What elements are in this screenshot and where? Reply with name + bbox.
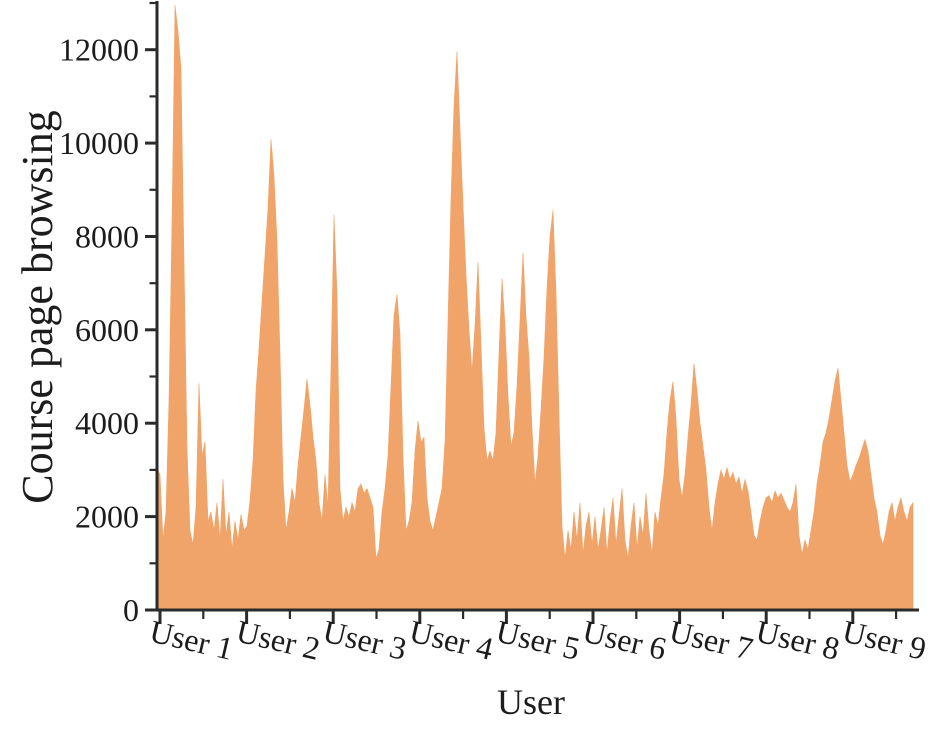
y-tick-label: 10000: [59, 125, 139, 161]
y-tick-label: 2000: [75, 499, 139, 535]
x-tick-label: User 3: [320, 613, 410, 667]
x-tick-label: User 7: [666, 613, 756, 667]
y-tick-label: 8000: [75, 219, 139, 255]
y-tick-label: 6000: [75, 312, 139, 348]
x-axis-title: User: [497, 682, 565, 722]
x-tick-label: User 1: [146, 613, 236, 667]
x-tick-label: User 8: [753, 613, 843, 667]
x-tick-label: User 5: [493, 613, 583, 667]
y-axis-title: Course page browsing: [13, 110, 62, 504]
x-tick-label: User 4: [406, 613, 496, 667]
y-tick-label: 12000: [59, 32, 139, 68]
x-tick-label: User 6: [579, 613, 669, 667]
browsing-area-series: [156, 5, 914, 611]
x-tick-label: User 2: [233, 613, 323, 667]
y-axis-ticks: 0 2000 4000 6000 8000 10000 12000: [59, 1, 157, 628]
x-tick-label: User 9: [839, 613, 929, 667]
browsing-area-polygon: [156, 5, 914, 611]
y-tick-label: 4000: [75, 405, 139, 441]
y-tick-label: 0: [123, 592, 139, 628]
